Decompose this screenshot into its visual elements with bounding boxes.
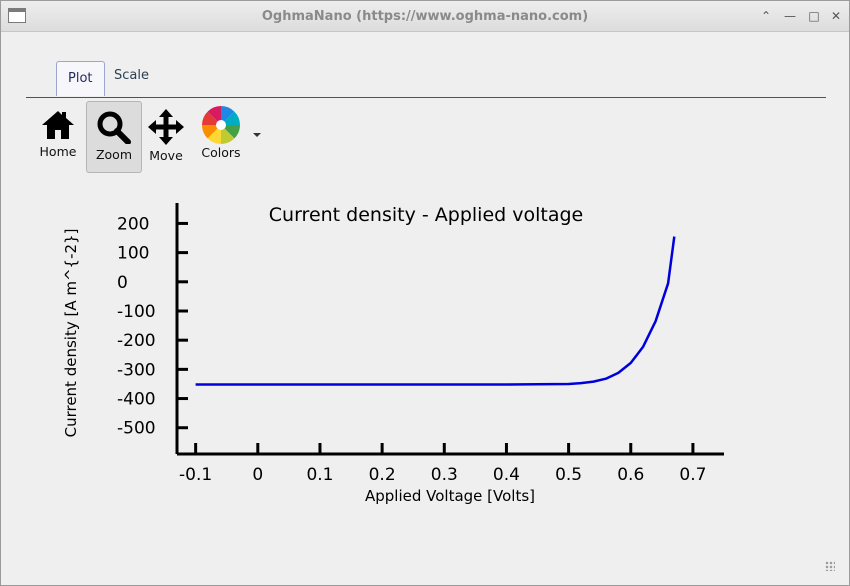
resize-grip-icon[interactable] [825, 561, 835, 571]
colors-label: Colors [201, 145, 241, 160]
y-tick-label: 100 [117, 244, 149, 264]
y-tick-label: -400 [117, 390, 156, 410]
x-tick-label: -0.1 [179, 465, 212, 485]
x-tick-label: 0.3 [431, 465, 458, 485]
move-button[interactable]: Move [139, 101, 193, 171]
zoom-label: Zoom [95, 147, 133, 162]
close-icon[interactable]: ✕ [830, 9, 842, 23]
y-axis-label: Current density [A m^{-2}] [62, 229, 80, 438]
x-tick-label: 0.6 [617, 465, 644, 485]
series-line-0 [195, 236, 676, 386]
chevron-down-icon[interactable] [253, 133, 261, 137]
move-arrows-icon [148, 109, 184, 145]
x-axis-label: Applied Voltage [Volts] [365, 487, 535, 505]
y-tick-label: -500 [117, 419, 156, 439]
move-label: Move [149, 148, 183, 163]
y-tick-label: 200 [117, 214, 149, 234]
y-tick-label: -200 [117, 331, 156, 351]
home-icon [42, 111, 74, 139]
chevron-up-icon[interactable]: ⌃ [760, 9, 772, 23]
tab-bar: Plot Scale [26, 59, 826, 98]
x-tick-label: 0.2 [369, 465, 396, 485]
home-label: Home [39, 144, 77, 159]
y-tick-label: -300 [117, 360, 156, 380]
app-icon [8, 8, 26, 23]
x-tick-label: 0.4 [493, 465, 520, 485]
tab-plot[interactable]: Plot [56, 61, 105, 96]
y-tick-label: -100 [117, 302, 156, 322]
chart-title: Current density - Applied voltage [269, 204, 583, 226]
colors-button[interactable]: Colors [194, 101, 248, 171]
plot-canvas[interactable]: Current density - Applied voltage Applie… [1, 181, 850, 511]
magnifier-icon [97, 111, 131, 144]
tab-scale[interactable]: Scale [114, 68, 149, 83]
y-tick-label: 0 [117, 273, 128, 293]
x-tick-label: 0.1 [306, 465, 333, 485]
x-tick-label: 0.5 [555, 465, 582, 485]
maximize-icon[interactable]: □ [808, 9, 820, 23]
title-bar[interactable]: OghmaNano (https://www.oghma-nano.com) ⌃… [1, 1, 849, 32]
x-tick-label: 0 [252, 465, 263, 485]
jv-chart: Current density - Applied voltage Applie… [62, 203, 724, 505]
series-layer [195, 236, 676, 386]
x-tick-label: 0.7 [679, 465, 706, 485]
home-button[interactable]: Home [31, 101, 85, 171]
zoom-button[interactable]: Zoom [86, 101, 142, 173]
minimize-icon[interactable]: — [784, 9, 796, 23]
window-title: OghmaNano (https://www.oghma-nano.com) [261, 9, 589, 24]
color-wheel-icon [202, 106, 240, 144]
plot-toolbar: Home Zoom Move [31, 101, 291, 175]
axes: 200 100 0 -100 -200 -300 -400 -500 -0.1 0 0.1 0.2 0.… [117, 203, 724, 485]
